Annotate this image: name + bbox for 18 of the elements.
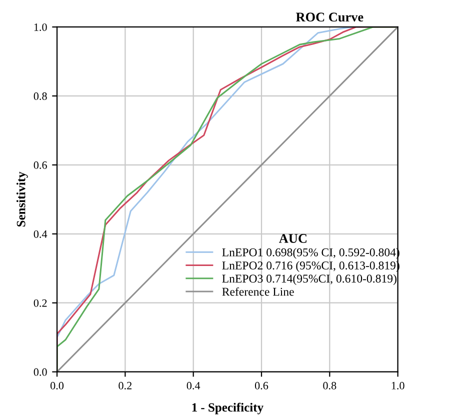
- x-tick-label: 0.0: [50, 382, 64, 390]
- y-axis-title: Sensitivity: [16, 172, 28, 227]
- legend-title: AUC: [279, 234, 306, 243]
- legend-label: LnEPO3 0.714(95%CI, 0.610-0.819): [222, 274, 396, 286]
- y-tick-label: 0.2: [34, 299, 47, 307]
- x-tick-label: 0.6: [254, 382, 268, 390]
- x-tick-label: 0.8: [323, 382, 336, 390]
- y-tick-label: 1.0: [34, 23, 47, 31]
- x-axis-title: 1 - Specificity: [192, 402, 264, 414]
- y-tick-label: 0.0: [34, 368, 47, 376]
- x-tick-label: 1.0: [392, 382, 404, 390]
- x-tick-label: 0.4: [186, 382, 200, 390]
- y-tick-label: 0.4: [34, 230, 48, 238]
- legend-label: Reference Line: [222, 287, 294, 296]
- y-tick-label: 0.6: [34, 161, 47, 169]
- y-tick-label: 0.8: [34, 92, 47, 100]
- x-tick-label: 0.2: [118, 382, 132, 390]
- chart-title: ROC Curve: [296, 12, 364, 22]
